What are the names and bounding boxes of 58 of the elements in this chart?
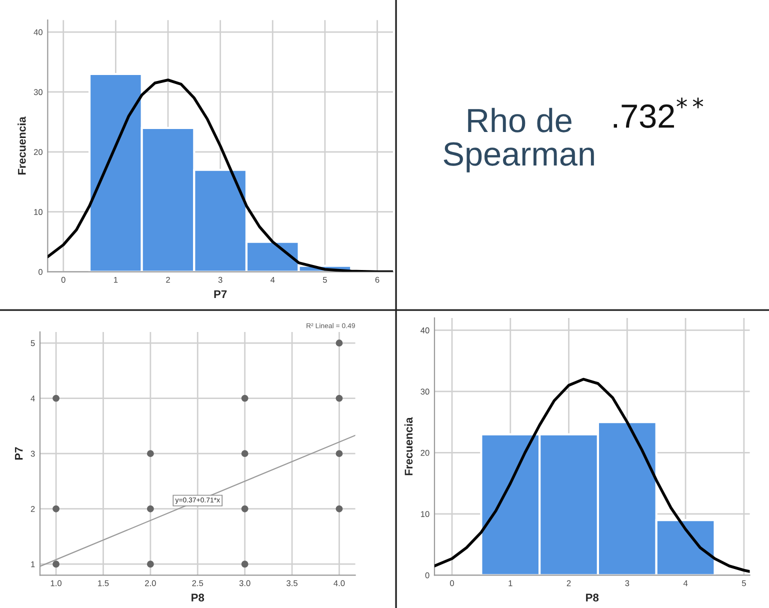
y-tick-label: 2 xyxy=(30,506,35,512)
x-tick-label: 4 xyxy=(270,276,275,283)
point xyxy=(336,340,343,346)
x-tick-label: 2 xyxy=(166,276,170,283)
y-tick-label: 0 xyxy=(38,268,42,275)
y-tick-label: 4 xyxy=(30,396,35,402)
point xyxy=(52,560,60,568)
x-tick-label: 3 xyxy=(625,580,630,586)
point xyxy=(241,394,248,402)
x-tick-label: 0 xyxy=(450,580,454,586)
point xyxy=(146,505,154,512)
y-axis-title: Frecuencia xyxy=(18,116,26,175)
y-tick-label: 20 xyxy=(34,149,42,156)
x-tick-label: 4 xyxy=(683,580,688,586)
x-tick-label: 1 xyxy=(114,276,118,283)
point xyxy=(241,560,248,568)
point xyxy=(52,505,60,512)
x-tick-label: 2.0 xyxy=(145,580,156,586)
x-tick-label: 3 xyxy=(218,276,222,283)
point xyxy=(241,450,248,458)
y-tick-label: 3 xyxy=(30,450,35,457)
x-tick-label: 0 xyxy=(61,276,66,283)
x-axis-title: P7 xyxy=(214,290,227,298)
y-tick-label: 1 xyxy=(31,561,35,568)
x-axis-title: P8 xyxy=(586,594,599,602)
y-tick-label: 40 xyxy=(34,29,42,36)
y-axis-title: Frecuencia xyxy=(404,417,413,476)
x-tick-label: 1 xyxy=(508,580,512,586)
y-tick-label: 20 xyxy=(420,450,430,456)
y-tick-label: 0 xyxy=(425,572,430,578)
y-tick-label: 40 xyxy=(420,327,430,334)
point xyxy=(52,394,60,402)
x-tick-label: 6 xyxy=(375,276,380,283)
y-tick-label: 30 xyxy=(420,388,430,395)
y-tick-label: 5 xyxy=(30,340,35,346)
x-axis-title: P8 xyxy=(192,594,204,602)
point xyxy=(146,450,154,458)
point xyxy=(146,560,154,568)
point xyxy=(336,394,343,402)
x-tick-label: 1.0 xyxy=(50,580,62,586)
y-tick-label: 10 xyxy=(34,209,42,215)
point xyxy=(241,505,248,512)
text: .732$^{**}$ xyxy=(614,98,704,128)
text: Rho de Spearman xyxy=(444,108,594,172)
point xyxy=(336,505,343,512)
x-tick-label: 5 xyxy=(742,580,746,586)
x-tick-label: 2 xyxy=(566,580,571,586)
line-series xyxy=(434,378,750,573)
y-tick-label: 30 xyxy=(34,89,42,96)
x-tick-label: 2.5 xyxy=(192,580,204,586)
x-tick-label: 5 xyxy=(322,276,327,283)
x-tick-label: 3.5 xyxy=(286,580,298,586)
y-tick-label: 10 xyxy=(420,511,430,518)
x-tick-label: 1.5 xyxy=(98,580,109,586)
y-axis-title: P7 xyxy=(14,447,23,460)
x-tick-label: 3.0 xyxy=(239,580,250,586)
x-tick-label: 4.0 xyxy=(334,580,345,586)
point xyxy=(336,450,343,458)
